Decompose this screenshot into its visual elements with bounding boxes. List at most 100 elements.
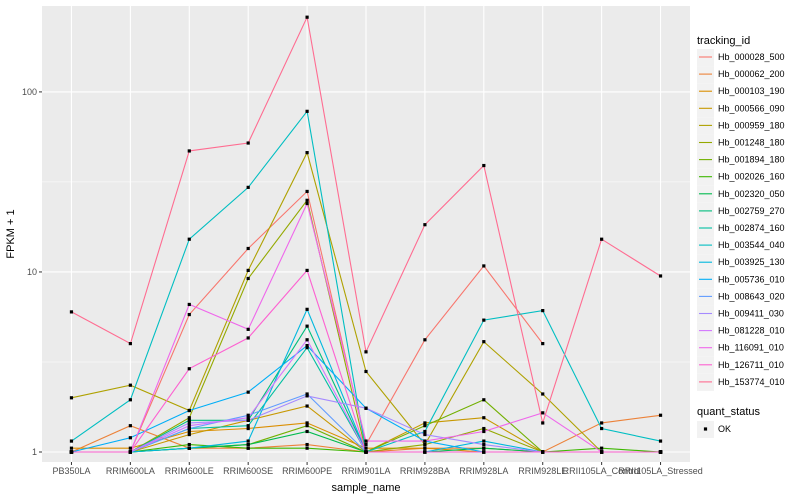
- x-tick-label: RRIM600LA: [106, 466, 155, 476]
- data-point: [305, 268, 309, 273]
- data-point: [246, 390, 250, 394]
- data-point: [305, 343, 309, 348]
- data-point: [658, 450, 663, 454]
- data-point: [600, 450, 604, 454]
- data-point: [305, 198, 309, 202]
- x-tick-label: RRIM928LA: [459, 466, 508, 476]
- legend-label: Hb_116091_010: [718, 343, 784, 353]
- data-point: [600, 237, 604, 241]
- legend-label: Hb_005736_010: [718, 274, 785, 284]
- data-point: [305, 346, 309, 350]
- x-tick-label: RRII105LA_Control: [563, 466, 641, 476]
- x-axis-title: sample_name: [331, 482, 400, 494]
- data-point: [246, 446, 250, 450]
- data-point: [364, 350, 368, 354]
- data-point: [482, 426, 486, 431]
- data-point: [187, 418, 191, 422]
- legend-items: Hb_000028_500 Hb_000062_200 Hb_000103_190 H…: [697, 49, 785, 391]
- data-point: [246, 336, 250, 340]
- legend-label: Hb_000959_180: [718, 120, 785, 130]
- data-point: [364, 439, 368, 443]
- x-tick-label: RRIM600LE: [165, 466, 214, 476]
- data-point: [187, 408, 191, 413]
- data-point: [246, 141, 250, 145]
- data-point: [187, 149, 191, 153]
- data-point: [187, 442, 191, 447]
- legend-label: Hb_153774_010: [718, 377, 785, 387]
- legend-label: Hb_000566_090: [718, 103, 785, 113]
- y-tick-label: 1: [32, 447, 37, 457]
- data-point: [364, 446, 368, 450]
- data-point: [541, 450, 545, 454]
- legend-title: tracking_id: [697, 35, 750, 47]
- data-point: [305, 109, 309, 113]
- data-point: [246, 185, 250, 189]
- data-point: [187, 302, 191, 307]
- legend-label: Hb_002874_160: [718, 223, 785, 233]
- data-point: [600, 446, 604, 450]
- legend2-swatch: [703, 427, 708, 431]
- data-point: [305, 324, 309, 328]
- legend2-title: quant_status: [697, 406, 760, 418]
- data-point: [246, 439, 250, 443]
- x-axis-ticks: PB350LA RRIM600LA RRIM600LE RRIM600SE RRIM60…: [52, 462, 703, 476]
- data-point: [128, 342, 132, 346]
- x-tick-label: RRIM928LE: [518, 466, 567, 476]
- data-point: [246, 442, 250, 447]
- data-point: [482, 416, 486, 420]
- legend-label: Hb_000103_190: [718, 86, 785, 96]
- data-point: [246, 246, 250, 251]
- legend-label: Hb_003925_130: [718, 257, 785, 267]
- data-point: [246, 424, 250, 428]
- x-tick-label: PB350LA: [52, 466, 90, 476]
- data-point: [305, 338, 309, 342]
- data-point: [246, 268, 250, 273]
- data-point: [423, 424, 427, 428]
- legend-label: Hb_008643_020: [718, 291, 785, 301]
- data-point: [128, 450, 132, 454]
- data-point: [187, 429, 191, 434]
- data-point: [482, 446, 486, 450]
- data-point: [128, 424, 132, 428]
- data-point: [246, 416, 250, 420]
- data-point: [423, 429, 427, 434]
- data-point: [128, 436, 132, 440]
- data-point: [246, 276, 250, 281]
- legend2-items: OK: [697, 421, 731, 438]
- data-point: [541, 411, 545, 415]
- data-point: [187, 424, 191, 428]
- data-point: [658, 413, 663, 417]
- x-tick-label: RRIM600SE: [223, 466, 273, 476]
- data-point: [128, 398, 132, 402]
- legend-label: Hb_001248_180: [718, 138, 785, 148]
- x-tick-label: RRIM600PE: [282, 466, 332, 476]
- data-point: [187, 426, 191, 431]
- x-tick-label: RRII105LA_Stressed: [618, 466, 703, 476]
- legend: tracking_id Hb_000028_500Hb_000062_200Hb…: [697, 35, 785, 438]
- data-point: [305, 307, 309, 311]
- data-point: [305, 421, 309, 425]
- data-point: [364, 450, 368, 454]
- data-point: [69, 439, 74, 443]
- x-tick-label: RRIM901LA: [341, 466, 390, 476]
- points-layer: [69, 15, 663, 454]
- data-point: [305, 392, 309, 396]
- legend-label: Hb_009411_030: [718, 309, 784, 319]
- data-point: [364, 442, 368, 447]
- data-point: [187, 421, 191, 425]
- data-point: [482, 429, 486, 434]
- data-point: [423, 421, 427, 425]
- data-point: [246, 418, 250, 422]
- data-point: [305, 394, 309, 398]
- data-point: [541, 421, 545, 425]
- data-point: [305, 442, 309, 447]
- legend-label: Hb_000062_200: [718, 69, 785, 79]
- data-point: [423, 439, 427, 443]
- legend-label: Hb_003544_040: [718, 240, 785, 250]
- data-point: [482, 318, 486, 322]
- data-point: [541, 309, 545, 313]
- data-point: [246, 327, 250, 331]
- data-point: [364, 406, 368, 410]
- data-point: [69, 446, 74, 450]
